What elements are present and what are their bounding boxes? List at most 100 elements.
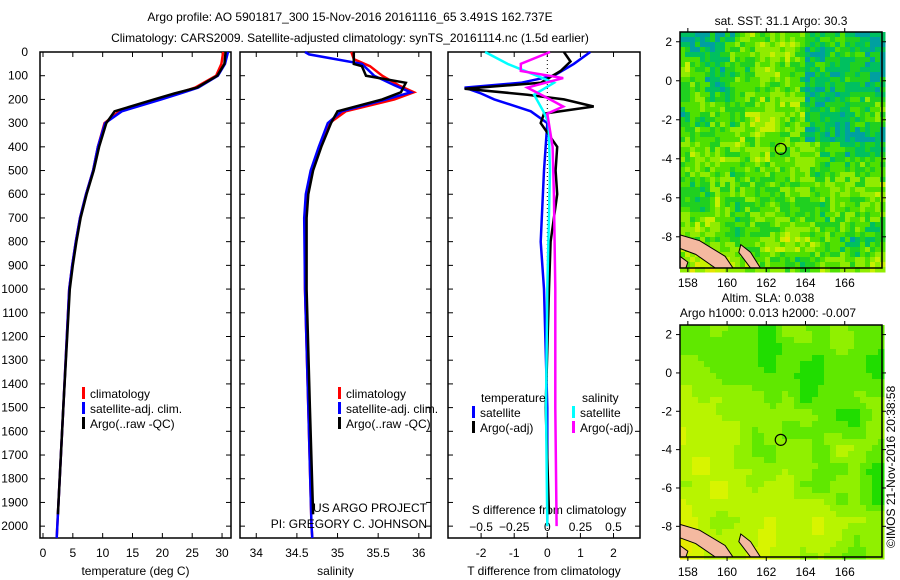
map-cell	[830, 142, 836, 148]
map-cell	[750, 122, 756, 128]
y-tick-label: -8	[661, 230, 672, 244]
map-cell	[735, 177, 741, 183]
map-cell	[710, 67, 716, 73]
map-cell	[740, 523, 747, 530]
map-cell	[850, 57, 856, 63]
y-tick-label: -8	[661, 519, 672, 533]
map-cell	[704, 505, 711, 512]
map-cell	[850, 192, 856, 198]
map-cell	[820, 237, 826, 243]
map-cell	[870, 72, 876, 78]
map-cell	[710, 97, 716, 103]
map-cell	[725, 137, 731, 143]
map-cell	[705, 37, 711, 43]
map-cell	[698, 445, 705, 452]
map-cell	[704, 349, 711, 356]
map-cell	[824, 439, 831, 446]
map-cell	[785, 102, 791, 108]
map-cell	[705, 32, 711, 38]
map-cell	[780, 232, 786, 238]
map-cell	[710, 157, 716, 163]
map-cell	[715, 247, 721, 253]
map-cell	[704, 367, 711, 374]
map-cell	[752, 439, 759, 446]
map-cell	[815, 242, 821, 248]
map-cell	[855, 187, 861, 193]
map-cell	[745, 62, 751, 68]
map-cell	[745, 57, 751, 63]
map-cell	[700, 97, 706, 103]
map-cell	[872, 373, 879, 380]
map-cell	[680, 445, 687, 452]
map-cell	[790, 72, 796, 78]
map-cell	[820, 87, 826, 93]
map-cell	[764, 421, 771, 428]
map-cell	[695, 227, 701, 233]
map-cell	[848, 379, 855, 386]
map-cell	[830, 547, 837, 554]
map-cell	[775, 247, 781, 253]
map-cell	[800, 157, 806, 163]
map-cell	[752, 445, 759, 452]
map-cell	[820, 202, 826, 208]
map-cell	[790, 267, 796, 273]
map-cell	[715, 232, 721, 238]
map-cell	[716, 349, 723, 356]
map-cell	[795, 262, 801, 268]
map-cell	[790, 37, 796, 43]
map-cell	[875, 62, 881, 68]
map-cell	[820, 67, 826, 73]
map-cell	[764, 463, 771, 470]
map-cell	[765, 207, 771, 213]
map-cell	[830, 397, 837, 404]
map-cell	[836, 469, 843, 476]
map-cell	[728, 385, 735, 392]
map-cell	[752, 421, 759, 428]
map-cell	[818, 385, 825, 392]
map-cell	[800, 331, 807, 338]
map-cell	[872, 439, 879, 446]
map-cell	[845, 192, 851, 198]
map-cell	[788, 403, 795, 410]
map-cell	[800, 385, 807, 392]
map-cell	[698, 343, 705, 350]
map-cell	[855, 92, 861, 98]
map-cell	[860, 493, 867, 500]
map-cell	[865, 57, 871, 63]
map-cell	[700, 157, 706, 163]
map-cell	[782, 541, 789, 548]
map-cell	[836, 427, 843, 434]
map-cell	[770, 541, 777, 548]
map-cell	[815, 217, 821, 223]
map-cell	[690, 182, 696, 188]
map-cell	[735, 262, 741, 268]
map-cell	[855, 42, 861, 48]
map-cell	[705, 72, 711, 78]
map-cell	[725, 177, 731, 183]
map-cell	[775, 42, 781, 48]
map-cell	[704, 523, 711, 530]
map-cell	[845, 82, 851, 88]
map-cell	[764, 445, 771, 452]
map-cell	[818, 367, 825, 374]
map-cell	[810, 152, 816, 158]
map-cell	[850, 117, 856, 123]
map-cell	[755, 232, 761, 238]
map-cell	[865, 257, 871, 263]
map-cell	[825, 92, 831, 98]
map-cell	[705, 147, 711, 153]
map-cell	[716, 475, 723, 482]
map-cell	[680, 122, 686, 128]
map-cell	[815, 127, 821, 133]
map-cell	[728, 517, 735, 524]
map-cell	[842, 463, 849, 470]
map-cell	[740, 547, 747, 554]
map-cell	[842, 397, 849, 404]
map-cell	[740, 217, 746, 223]
map-cell	[710, 457, 717, 464]
map-cell	[710, 463, 717, 470]
map-cell	[700, 57, 706, 63]
map-cell	[870, 127, 876, 133]
map-cell	[855, 157, 861, 163]
map-cell	[752, 457, 759, 464]
